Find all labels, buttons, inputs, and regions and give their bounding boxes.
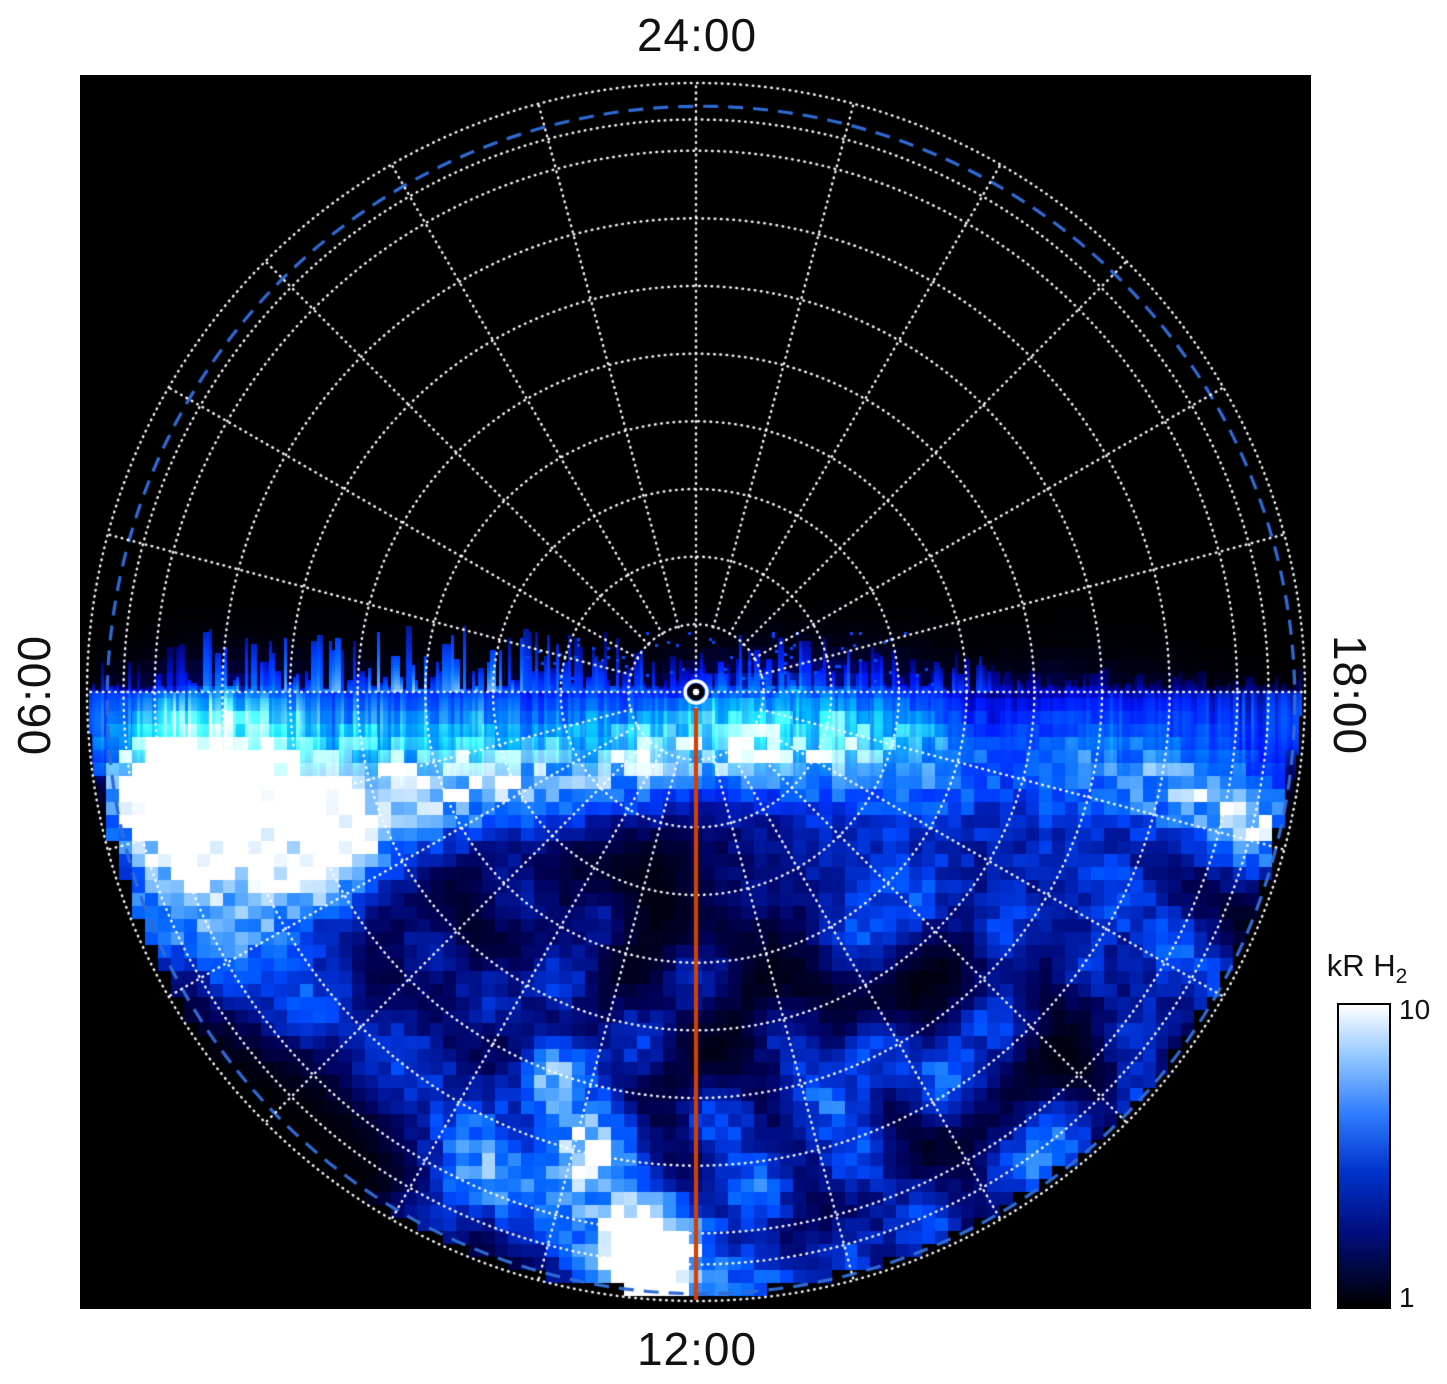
local-time-label-24: 24:00 [636, 9, 758, 61]
local-time-label-06: 06:00 [8, 634, 60, 756]
colorbar-gradient [1337, 1003, 1391, 1309]
colorbar-min-label: 1 [1399, 1282, 1415, 1313]
local-time-label-18: 18:00 [1324, 634, 1376, 756]
colorbar-max-label: 10 [1399, 994, 1431, 1025]
colorbar-title: kR H2 [1282, 948, 1447, 989]
colorbar-title-subscript: 2 [1395, 965, 1408, 989]
local-time-label-12: 12:00 [636, 1323, 758, 1375]
polar-aurora-canvas [80, 75, 1311, 1309]
colorbar-title-text: kR H [1326, 948, 1396, 983]
